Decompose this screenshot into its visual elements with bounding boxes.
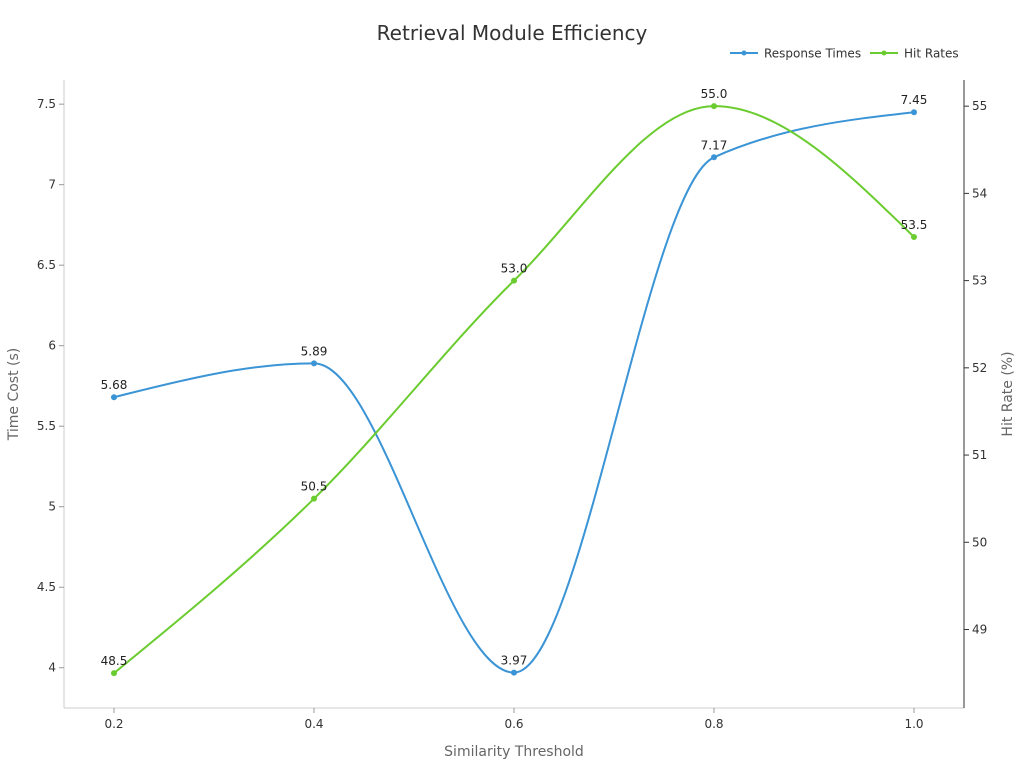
left-y-tick-label: 5 bbox=[48, 500, 56, 514]
x-tick-label: 0.8 bbox=[704, 717, 723, 731]
data-point-hit-rates bbox=[911, 234, 917, 240]
x-tick-label: 1.0 bbox=[904, 717, 923, 731]
data-point-hit-rates bbox=[111, 670, 117, 677]
right-y-tick-label: 54 bbox=[972, 186, 987, 200]
x-tick-label: 0.2 bbox=[104, 717, 123, 731]
legend-item-response-times[interactable]: Response Times bbox=[730, 47, 861, 61]
left-y-tick-label: 6 bbox=[48, 339, 56, 353]
series-line-response-times bbox=[113, 111, 915, 674]
data-label-hit-rates: 48.5 bbox=[101, 654, 128, 668]
right-y-tick-label: 55 bbox=[972, 99, 987, 113]
x-axis-ticks: 0.2 0.4 0.6 0.8 1.0 bbox=[104, 708, 924, 731]
data-label-response-times: 5.89 bbox=[301, 344, 328, 358]
right-y-tick-label: 49 bbox=[972, 623, 987, 637]
legend: Response Times Hit Rates bbox=[730, 47, 959, 61]
data-point-response-times bbox=[311, 360, 317, 367]
left-y-axis-label: Time Cost (s) bbox=[6, 348, 22, 442]
right-y-tick-label: 53 bbox=[972, 274, 987, 288]
series-layer: 5.68 5.89 3.97 7.17 7.45 48.5 50.5 53.0 55.0 53.5 bbox=[101, 87, 928, 677]
legend-item-hit-rates[interactable]: Hit Rates bbox=[870, 47, 959, 61]
right-y-tick-label: 52 bbox=[972, 361, 987, 375]
left-y-tick-label: 5.5 bbox=[37, 419, 56, 433]
data-label-response-times: 7.17 bbox=[701, 138, 728, 152]
left-y-tick-label: 7.5 bbox=[37, 97, 56, 111]
data-label-response-times: 3.97 bbox=[501, 654, 528, 668]
data-label-hit-rates: 53.5 bbox=[901, 218, 928, 232]
data-point-response-times bbox=[111, 394, 117, 401]
data-label-response-times: 7.45 bbox=[901, 93, 928, 107]
x-axis-label: Similarity Threshold bbox=[444, 744, 584, 760]
legend-label-response-times: Response Times bbox=[764, 47, 861, 61]
right-y-axis-ticks: 49 50 51 52 53 54 55 bbox=[964, 99, 987, 637]
x-tick-label: 0.6 bbox=[504, 717, 523, 731]
data-label-hit-rates: 53.0 bbox=[501, 262, 528, 276]
data-point-response-times bbox=[711, 154, 717, 161]
series-line-hit-rates bbox=[113, 105, 915, 674]
right-y-axis-label: Hit Rate (%) bbox=[1000, 351, 1016, 436]
data-point-hit-rates bbox=[511, 277, 517, 284]
right-y-tick-label: 51 bbox=[972, 448, 987, 462]
data-point-hit-rates bbox=[311, 495, 317, 502]
data-point-hit-rates bbox=[711, 103, 717, 110]
data-label-hit-rates: 55.0 bbox=[701, 87, 728, 101]
data-label-response-times: 5.68 bbox=[101, 378, 128, 392]
left-y-tick-label: 6.5 bbox=[37, 258, 56, 272]
legend-label-hit-rates: Hit Rates bbox=[904, 47, 959, 61]
right-y-tick-label: 50 bbox=[972, 535, 987, 549]
data-point-response-times bbox=[911, 109, 917, 116]
left-y-tick-label: 4.5 bbox=[37, 580, 56, 594]
chart-title: Retrieval Module Efficiency bbox=[377, 21, 648, 45]
legend-marker-response-times bbox=[741, 50, 747, 56]
left-y-tick-label: 4 bbox=[48, 661, 56, 675]
legend-marker-hit-rates bbox=[881, 50, 887, 56]
left-y-tick-label: 7 bbox=[48, 178, 56, 192]
x-tick-label: 0.4 bbox=[304, 717, 323, 731]
data-label-hit-rates: 50.5 bbox=[301, 480, 328, 494]
left-y-axis-ticks: 4 4.5 5 5.5 6 6.5 7 7.5 bbox=[37, 97, 64, 675]
data-point-response-times bbox=[511, 669, 517, 676]
